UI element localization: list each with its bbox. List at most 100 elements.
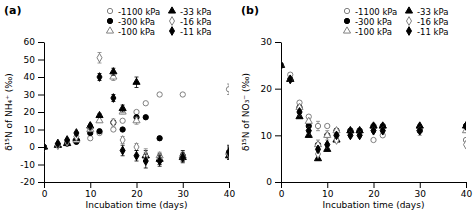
tick: -10: [20, 160, 44, 170]
marker: [55, 139, 60, 148]
tick: 30: [261, 37, 281, 47]
tick-label: -20: [20, 177, 35, 187]
error-bar: [181, 154, 185, 161]
legend-item: -16 kPa: [169, 17, 211, 27]
tick: 0: [279, 182, 285, 199]
error-bar: [135, 151, 139, 162]
figure: 010203040-20-100102030405060Incubation t…: [0, 0, 474, 212]
legend-item: -100 kPa: [343, 27, 391, 37]
marker: [371, 126, 376, 135]
marker: [120, 136, 125, 145]
tick: 30: [178, 182, 190, 199]
tick-mark: [374, 182, 375, 188]
y-axis: 0102030: [261, 37, 282, 187]
marker: [111, 94, 116, 103]
marker: [334, 131, 339, 140]
marks: [44, 53, 229, 169]
marker: [134, 151, 139, 160]
tick: 10: [261, 131, 281, 141]
series: [281, 61, 466, 149]
legend-label: -100 kPa: [355, 27, 392, 37]
tick-mark: [137, 182, 138, 188]
tick-label: 40: [461, 189, 473, 199]
marker: [180, 153, 185, 162]
series: [44, 68, 229, 165]
marker: [371, 137, 376, 142]
tick-mark: [229, 182, 230, 188]
tick-label: 20: [24, 107, 36, 117]
tick-mark: [38, 147, 44, 148]
legend-symbol: [169, 27, 174, 36]
tick-label: 0: [42, 189, 48, 199]
tick-mark: [281, 182, 282, 188]
marker: [325, 123, 330, 128]
marker: [288, 75, 293, 84]
series: [281, 63, 466, 148]
marker: [120, 146, 125, 155]
tick-mark: [38, 130, 44, 131]
marker: [133, 78, 140, 84]
legend-label: -33 kPa: [180, 7, 211, 17]
tick-label: 30: [24, 90, 36, 100]
tick: 40: [24, 72, 44, 82]
tick: 30: [24, 90, 44, 100]
error-bar: [181, 152, 185, 163]
tick: -20: [20, 177, 44, 187]
marker: [97, 53, 102, 62]
marker: [226, 87, 229, 92]
marker: [133, 117, 140, 123]
tick-label: 30: [415, 189, 427, 199]
marker: [157, 157, 162, 166]
tick-mark: [38, 182, 44, 183]
tick-label: 50: [24, 55, 36, 65]
tick: 0: [266, 177, 281, 187]
marker: [463, 140, 466, 149]
marker: [143, 101, 148, 106]
y-axis: -20-100102030405060: [20, 37, 44, 187]
marker: [357, 131, 362, 140]
tick: 20: [24, 107, 44, 117]
error-bar: [135, 144, 139, 151]
title: (b): [241, 4, 259, 17]
marker: [143, 115, 148, 120]
legend-symbol: [168, 7, 175, 13]
legend-label: -11 kPa: [417, 27, 448, 37]
series: [281, 63, 466, 143]
marker: [306, 126, 311, 135]
series: [44, 84, 229, 150]
tick: 10: [85, 182, 97, 199]
legend-symbol: [107, 8, 112, 13]
legend-symbol: [343, 27, 350, 33]
tick-label: 20: [131, 189, 143, 199]
tick: 10: [24, 125, 44, 135]
tick-label: 30: [261, 37, 273, 47]
marker: [297, 108, 302, 117]
series: [44, 73, 229, 168]
marker: [65, 136, 70, 145]
marker: [325, 140, 330, 149]
tick-mark: [420, 182, 421, 188]
marker: [88, 136, 93, 141]
legend-item: -1100 kPa: [107, 7, 160, 17]
marker: [134, 143, 139, 152]
marker: [44, 143, 47, 152]
marker: [119, 104, 126, 110]
panel: 010203040-20-100102030405060Incubation t…: [4, 4, 235, 210]
marker: [357, 131, 362, 140]
marker: [111, 118, 116, 127]
error-bar: [158, 156, 162, 167]
x-axis-title: Incubation time (days): [86, 200, 188, 210]
legend-item: -100 kPa: [106, 27, 154, 37]
legend-label: -16 kPa: [417, 17, 448, 27]
tick-mark: [38, 112, 44, 113]
marker: [110, 68, 117, 74]
error-bar: [121, 137, 125, 144]
marker: [348, 131, 353, 140]
tick-mark: [275, 89, 281, 90]
x-axis: 010203040: [279, 182, 473, 199]
plot-area: 0102030400102030Incubation time (days)δ¹…: [241, 37, 472, 210]
plot-area: 010203040-20-100102030405060Incubation t…: [4, 37, 235, 210]
marker: [88, 122, 93, 131]
series: [281, 61, 466, 154]
marker: [315, 123, 320, 128]
